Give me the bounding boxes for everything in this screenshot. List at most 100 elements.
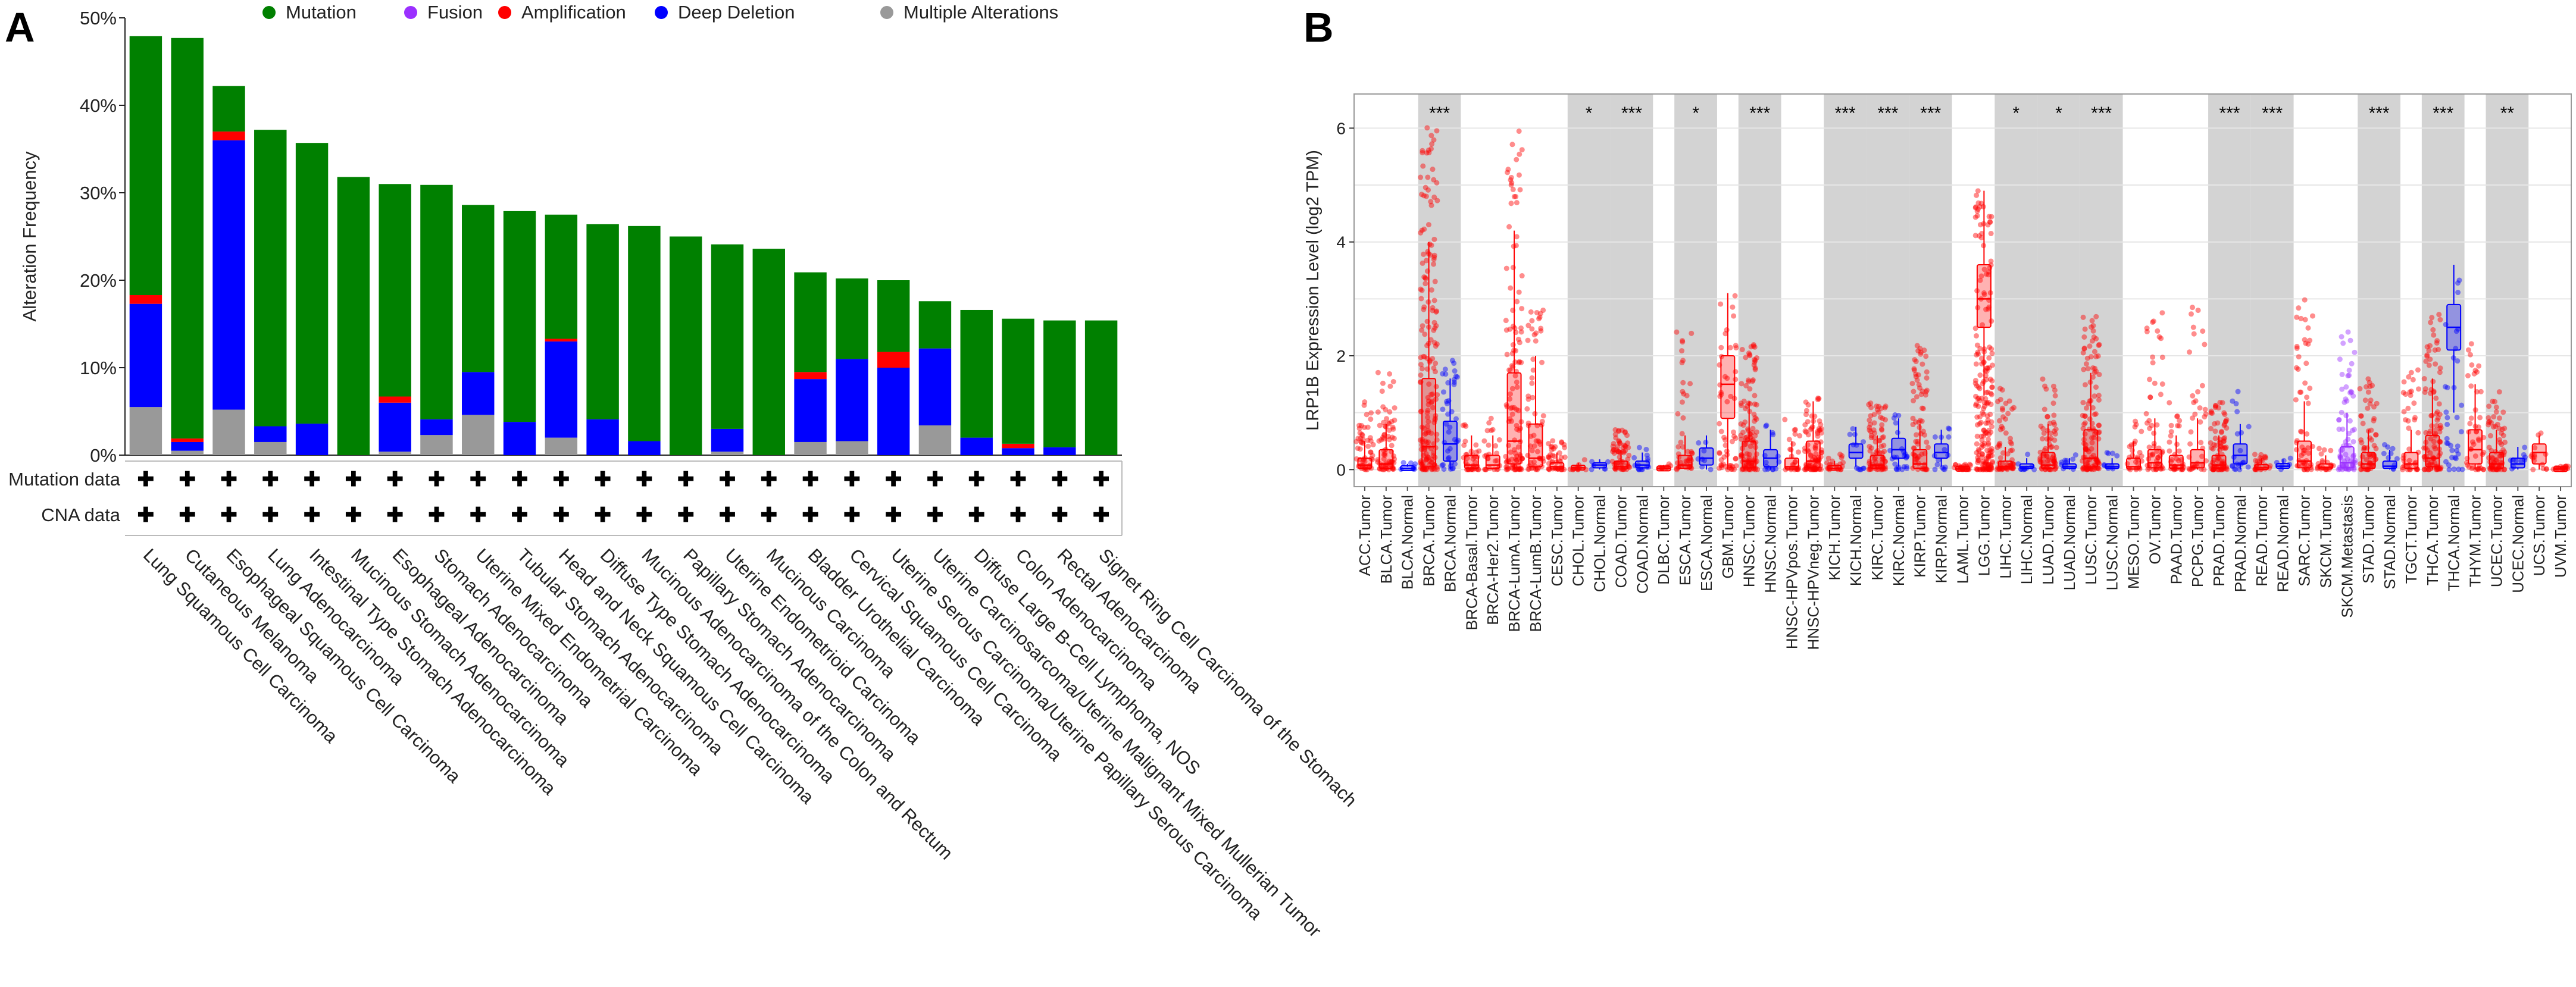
sample-point [1728, 466, 1734, 472]
sample-point [1812, 444, 1818, 450]
sample-point [2543, 466, 2549, 472]
x-tick-label: BRCA-Her2.Tumor [1484, 495, 1502, 625]
sample-point [2360, 421, 2366, 427]
sample-point [1879, 459, 1885, 465]
sample-point [1440, 371, 1446, 377]
sample-point [1425, 402, 1431, 408]
sample-point [1891, 415, 1897, 421]
sample-point [1719, 465, 1725, 471]
sample-point [1983, 420, 1989, 426]
sample-point [1989, 391, 1994, 397]
sample-point [2408, 369, 2414, 375]
bar-segment-mutation [836, 278, 868, 359]
sample-point [1986, 440, 1992, 446]
box-tumor [1613, 460, 1628, 470]
sample-point [1439, 462, 1445, 468]
box-tumor [2361, 452, 2376, 469]
sample-point [1984, 460, 1990, 466]
x-tick-label: LUAD.Tumor [2039, 495, 2057, 585]
sample-point [1514, 384, 1520, 390]
sample-point [1533, 330, 1539, 336]
sample-point [1461, 442, 1467, 448]
sample-point [1724, 452, 1730, 458]
data-row-marker: ✚ [885, 504, 902, 527]
sample-point [2167, 448, 2172, 454]
sample-point [2044, 453, 2050, 459]
sample-point [2434, 409, 2440, 415]
sample-point [1610, 449, 1616, 455]
sample-point [1727, 344, 1733, 350]
sample-point [2000, 407, 2006, 413]
sample-point [1989, 449, 1995, 455]
sample-point [2195, 388, 2201, 394]
sample-point [1975, 459, 1981, 465]
sample-point [1985, 465, 1991, 471]
data-row-marker: ✚ [677, 468, 695, 491]
sample-point [1423, 451, 1429, 457]
x-tick-label: THCA.Normal [2445, 495, 2463, 591]
sample-point [1867, 417, 1872, 423]
sample-point [1425, 394, 1431, 400]
sample-point [1984, 413, 1990, 419]
sample-point [1420, 260, 1425, 266]
sample-point [1974, 192, 1980, 198]
sample-point [1977, 421, 1983, 427]
sample-point [1615, 449, 1621, 455]
sample-point [1531, 443, 1537, 449]
sample-point [1977, 414, 1983, 420]
sample-point [1984, 456, 1990, 462]
sample-point [2096, 341, 2102, 347]
sample-point [1717, 450, 1722, 456]
sample-point [1871, 435, 1877, 441]
sample-point [2133, 418, 2139, 424]
sample-point [2188, 311, 2194, 317]
sample-point [2043, 386, 2049, 392]
sample-point [1738, 421, 1744, 427]
box-tumor [2489, 452, 2504, 469]
sample-point [2218, 444, 2224, 450]
sample-point [1915, 455, 1921, 461]
sample-point [2046, 457, 2052, 463]
sample-point [1666, 461, 1672, 467]
bar-segment-deep-deletion [586, 419, 619, 455]
sample-point [1365, 443, 1371, 449]
sample-point [1877, 438, 1883, 444]
legend-swatch [655, 6, 668, 19]
data-row-marker: ✚ [843, 468, 861, 491]
sample-point [2149, 422, 2155, 428]
sample-point [1418, 372, 1424, 378]
sample-point [2093, 384, 2099, 390]
sample-point [1983, 458, 1989, 464]
sample-point [1975, 200, 1981, 206]
sample-point [1528, 309, 1534, 315]
sample-point [2082, 413, 2088, 419]
box-normal [1891, 437, 1906, 459]
sample-point [2176, 423, 2182, 429]
sample-point [2340, 447, 2346, 453]
sample-point [2497, 437, 2503, 443]
sample-point [2221, 422, 2227, 428]
sample-point [2421, 466, 2427, 472]
sample-point [1986, 461, 1992, 467]
sample-point [1683, 458, 1689, 464]
sample-point [2434, 417, 2440, 423]
bar-segment-mutation [337, 177, 370, 455]
sample-point [1985, 417, 1991, 423]
sample-point [2252, 452, 2258, 458]
sample-point [1389, 419, 1395, 425]
sample-point [1430, 167, 1436, 173]
sample-point [1451, 377, 1457, 383]
sample-point [1382, 452, 1388, 458]
sample-point [1428, 146, 1434, 152]
sample-point [2195, 308, 2201, 314]
sample-point [1431, 327, 1437, 333]
sample-point [1431, 137, 1437, 143]
sample-point [2368, 397, 2374, 403]
significance-band [1610, 94, 1653, 487]
sample-point [2167, 400, 2172, 406]
sample-point [1942, 464, 1948, 470]
sample-point [2429, 315, 2435, 321]
sample-point [1724, 399, 1730, 405]
sample-point [1740, 422, 1746, 428]
sample-point [2215, 458, 2221, 463]
